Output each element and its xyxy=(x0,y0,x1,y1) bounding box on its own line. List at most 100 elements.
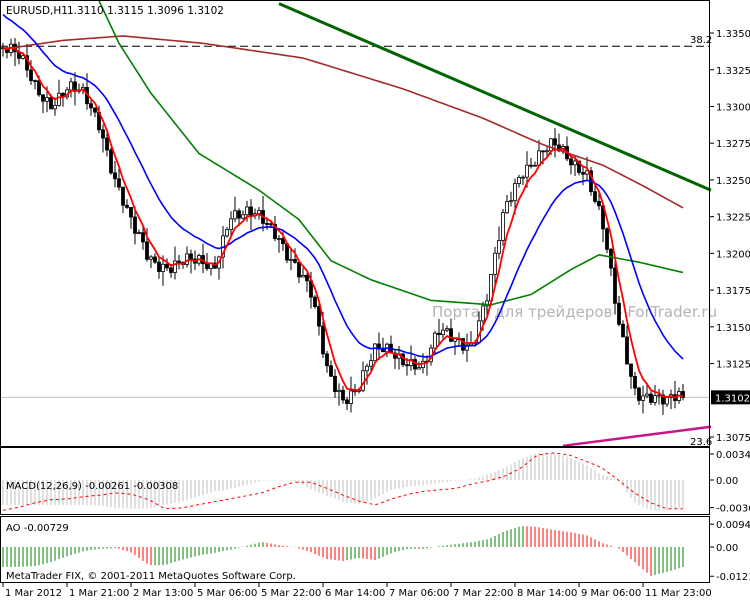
candle-body[interactable] xyxy=(49,97,53,110)
candle-body[interactable] xyxy=(233,210,237,220)
candle-body[interactable] xyxy=(449,328,453,342)
candle-body[interactable] xyxy=(105,137,109,151)
candle-body[interactable] xyxy=(485,300,489,307)
candle-body[interactable] xyxy=(141,232,145,243)
candle-body[interactable] xyxy=(533,164,537,167)
candle-body[interactable] xyxy=(621,323,625,338)
candle-body[interactable] xyxy=(57,92,61,106)
candle-body[interactable] xyxy=(281,238,285,245)
candle-body[interactable] xyxy=(549,138,553,152)
candle-body[interactable] xyxy=(29,69,33,81)
candle-body[interactable] xyxy=(161,263,165,272)
candle-body[interactable] xyxy=(157,261,161,272)
candle-body[interactable] xyxy=(45,97,49,102)
candle-body[interactable] xyxy=(509,200,513,203)
candle-body[interactable] xyxy=(453,338,457,342)
candle-body[interactable] xyxy=(609,248,613,269)
candle-body[interactable] xyxy=(501,212,505,241)
candle-body[interactable] xyxy=(377,343,381,350)
candle-body[interactable] xyxy=(613,267,617,304)
candle-body[interactable] xyxy=(325,353,329,367)
candle-body[interactable] xyxy=(229,218,233,231)
candle-body[interactable] xyxy=(649,393,653,403)
candle-body[interactable] xyxy=(625,336,629,365)
candle-body[interactable] xyxy=(417,367,421,370)
candle-body[interactable] xyxy=(137,232,141,234)
candle-body[interactable] xyxy=(125,204,129,208)
candle-body[interactable] xyxy=(249,206,253,217)
candle-body[interactable] xyxy=(321,325,325,355)
candle-body[interactable] xyxy=(189,253,193,260)
candle-body[interactable] xyxy=(277,238,281,240)
candle-body[interactable] xyxy=(241,214,245,219)
candle-body[interactable] xyxy=(169,267,173,273)
candle-body[interactable] xyxy=(341,389,345,401)
candle-body[interactable] xyxy=(373,343,377,362)
candle-body[interactable] xyxy=(317,306,321,327)
candle-body[interactable] xyxy=(665,397,669,405)
candle-body[interactable] xyxy=(129,207,133,218)
candle-body[interactable] xyxy=(577,160,581,173)
candle-body[interactable] xyxy=(185,253,189,265)
candle-body[interactable] xyxy=(173,260,177,273)
candle-body[interactable] xyxy=(569,158,573,166)
candle-body[interactable] xyxy=(69,81,73,91)
candle-body[interactable] xyxy=(301,274,305,278)
candle-body[interactable] xyxy=(237,210,241,219)
candle-body[interactable] xyxy=(521,176,525,179)
candle-body[interactable] xyxy=(593,191,597,202)
candle-body[interactable] xyxy=(573,160,577,166)
candle-body[interactable] xyxy=(21,55,25,59)
candle-body[interactable] xyxy=(541,150,545,153)
candle-body[interactable] xyxy=(465,344,469,351)
candle-body[interactable] xyxy=(653,395,657,403)
price-panel[interactable] xyxy=(0,0,712,448)
candle-body[interactable] xyxy=(445,328,449,331)
candle-body[interactable] xyxy=(393,352,397,359)
candle-body[interactable] xyxy=(305,274,309,282)
candle-body[interactable] xyxy=(405,364,409,367)
candle-body[interactable] xyxy=(41,94,45,102)
candle-body[interactable] xyxy=(165,263,169,269)
candle-body[interactable] xyxy=(149,256,153,260)
ao-panel[interactable] xyxy=(2,526,684,576)
candle-body[interactable] xyxy=(605,228,609,250)
candle-body[interactable] xyxy=(133,216,137,234)
candle-body[interactable] xyxy=(553,138,557,146)
candle-body[interactable] xyxy=(329,365,333,377)
candle-body[interactable] xyxy=(93,107,97,113)
candle-body[interactable] xyxy=(481,305,485,322)
candle-body[interactable] xyxy=(681,391,685,398)
candle-body[interactable] xyxy=(513,183,517,202)
support-trendline[interactable] xyxy=(562,425,712,448)
candle-body[interactable] xyxy=(597,200,601,207)
candle-body[interactable] xyxy=(313,296,317,308)
candle-body[interactable] xyxy=(437,332,441,336)
candle-body[interactable] xyxy=(441,329,445,336)
candle-body[interactable] xyxy=(497,240,501,254)
candle-body[interactable] xyxy=(369,360,373,367)
candle-body[interactable] xyxy=(177,260,181,263)
candle-body[interactable] xyxy=(349,390,353,404)
candle-body[interactable] xyxy=(121,186,125,206)
candle-body[interactable] xyxy=(629,363,633,377)
candle-body[interactable] xyxy=(353,390,357,393)
candle-body[interactable] xyxy=(265,223,269,225)
candle-body[interactable] xyxy=(109,149,113,174)
candle-body[interactable] xyxy=(529,164,533,167)
candle-body[interactable] xyxy=(297,261,301,278)
candle-body[interactable] xyxy=(493,252,497,275)
candle-body[interactable] xyxy=(245,206,249,216)
candle-body[interactable] xyxy=(637,387,641,401)
candle-body[interactable] xyxy=(225,229,229,237)
candle-body[interactable] xyxy=(617,302,621,325)
candle-body[interactable] xyxy=(113,172,117,180)
candle-body[interactable] xyxy=(545,150,549,153)
candle-body[interactable] xyxy=(145,241,149,260)
candle-body[interactable] xyxy=(645,393,649,397)
candle-body[interactable] xyxy=(273,223,277,239)
candle-body[interactable] xyxy=(433,332,437,349)
candle-body[interactable] xyxy=(581,172,585,175)
candle-body[interactable] xyxy=(153,256,157,263)
